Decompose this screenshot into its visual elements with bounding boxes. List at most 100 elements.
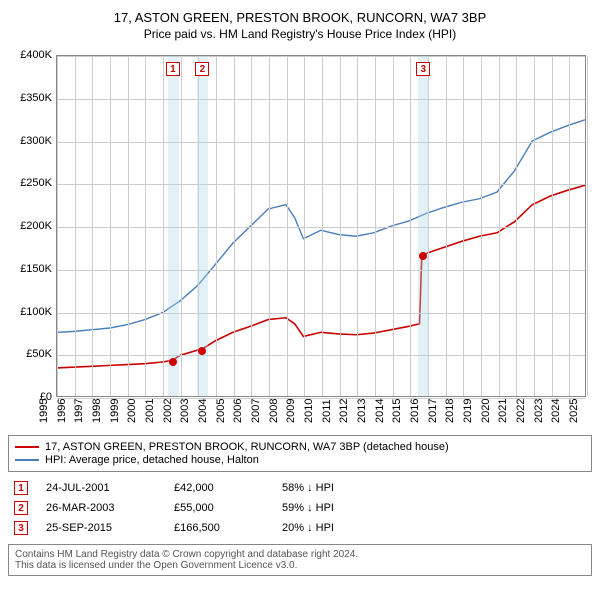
x-axis-label: 2016 xyxy=(409,399,421,423)
x-axis-label: 1998 xyxy=(91,399,103,423)
gridline-v xyxy=(163,56,164,396)
gridline-v xyxy=(534,56,535,396)
sale-date: 26-MAR-2003 xyxy=(46,502,156,514)
y-axis-label: £200K xyxy=(8,220,52,232)
gridline-v xyxy=(304,56,305,396)
y-axis-label: £150K xyxy=(8,263,52,275)
x-axis-label: 2010 xyxy=(303,399,315,423)
gridline-v xyxy=(552,56,553,396)
gridline-v xyxy=(393,56,394,396)
plot-area: 123 xyxy=(56,55,586,397)
attribution-footer: Contains HM Land Registry data © Crown c… xyxy=(8,544,592,576)
sale-marker-box: 1 xyxy=(166,62,180,76)
x-axis-label: 2020 xyxy=(479,399,491,423)
gridline-v xyxy=(340,56,341,396)
gridline-h xyxy=(57,270,585,271)
gridline-v xyxy=(181,56,182,396)
highlight-band xyxy=(168,56,179,396)
sale-diff: 20% ↓ HPI xyxy=(282,522,382,534)
gridline-v xyxy=(269,56,270,396)
gridline-v xyxy=(57,56,58,396)
chart-legend: 17, ASTON GREEN, PRESTON BROOK, RUNCORN,… xyxy=(8,435,592,472)
sales-row: 325-SEP-2015£166,50020% ↓ HPI xyxy=(8,518,592,538)
page-subtitle: Price paid vs. HM Land Registry's House … xyxy=(8,27,592,41)
x-axis-label: 2003 xyxy=(179,399,191,423)
sale-marker-dot xyxy=(198,347,206,355)
x-axis-label: 1995 xyxy=(38,399,50,423)
x-axis-label: 2011 xyxy=(321,399,333,423)
legend-row: 17, ASTON GREEN, PRESTON BROOK, RUNCORN,… xyxy=(15,441,585,453)
x-axis-label: 2021 xyxy=(497,399,509,423)
gridline-v xyxy=(357,56,358,396)
sales-row: 226-MAR-2003£55,00059% ↓ HPI xyxy=(8,498,592,518)
sale-marker-dot xyxy=(169,358,177,366)
x-axis-label: 2007 xyxy=(250,399,262,423)
x-axis-label: 2015 xyxy=(391,399,403,423)
sale-price: £55,000 xyxy=(174,502,264,514)
gridline-h xyxy=(57,355,585,356)
y-axis-label: £250K xyxy=(8,177,52,189)
x-axis-label: 2023 xyxy=(532,399,544,423)
gridline-v xyxy=(375,56,376,396)
x-axis-label: 2017 xyxy=(426,399,438,423)
sale-marker-box: 1 xyxy=(14,481,28,495)
sales-row: 124-JUL-2001£42,00058% ↓ HPI xyxy=(8,478,592,498)
sale-marker-dot xyxy=(419,252,427,260)
x-axis-label: 2001 xyxy=(144,399,156,423)
gridline-v xyxy=(446,56,447,396)
gridline-v xyxy=(481,56,482,396)
x-axis-label: 2005 xyxy=(214,399,226,423)
gridline-h xyxy=(57,313,585,314)
x-axis-label: 2012 xyxy=(338,399,350,423)
series-hpi xyxy=(57,120,585,333)
x-axis-label: 2002 xyxy=(161,399,173,423)
x-axis-label: 2009 xyxy=(285,399,297,423)
footer-line-2: This data is licensed under the Open Gov… xyxy=(15,560,585,571)
x-axis-label: 2014 xyxy=(373,399,385,423)
footer-line-1: Contains HM Land Registry data © Crown c… xyxy=(15,549,585,560)
x-axis-label: 2022 xyxy=(515,399,527,423)
legend-swatch xyxy=(15,459,39,461)
x-axis-label: 2008 xyxy=(267,399,279,423)
gridline-h xyxy=(57,184,585,185)
x-axis-label: 2024 xyxy=(550,399,562,423)
sale-marker-box: 3 xyxy=(14,521,28,535)
gridline-h xyxy=(57,142,585,143)
legend-swatch xyxy=(15,446,39,448)
price-chart: 123 £0£50K£100K£150K£200K£250K£300K£350K… xyxy=(8,49,592,429)
gridline-v xyxy=(234,56,235,396)
x-axis-label: 1996 xyxy=(55,399,67,423)
gridline-v xyxy=(145,56,146,396)
sale-date: 24-JUL-2001 xyxy=(46,482,156,494)
gridline-v xyxy=(251,56,252,396)
gridline-v xyxy=(322,56,323,396)
x-axis-label: 2004 xyxy=(197,399,209,423)
gridline-v xyxy=(216,56,217,396)
sales-table: 124-JUL-2001£42,00058% ↓ HPI226-MAR-2003… xyxy=(8,478,592,538)
gridline-v xyxy=(128,56,129,396)
y-axis-label: £50K xyxy=(8,348,52,360)
x-axis-label: 2018 xyxy=(444,399,456,423)
gridline-v xyxy=(92,56,93,396)
gridline-h xyxy=(57,227,585,228)
y-axis-label: £400K xyxy=(8,49,52,61)
x-axis-label: 2025 xyxy=(568,399,580,423)
x-axis-label: 2006 xyxy=(232,399,244,423)
gridline-v xyxy=(516,56,517,396)
gridline-v xyxy=(499,56,500,396)
sale-diff: 58% ↓ HPI xyxy=(282,482,382,494)
y-axis-label: £350K xyxy=(8,92,52,104)
gridline-v xyxy=(75,56,76,396)
gridline-h xyxy=(57,99,585,100)
gridline-v xyxy=(410,56,411,396)
x-axis-label: 1997 xyxy=(73,399,85,423)
x-axis-label: 2000 xyxy=(126,399,138,423)
page-title: 17, ASTON GREEN, PRESTON BROOK, RUNCORN,… xyxy=(8,10,592,25)
gridline-v xyxy=(287,56,288,396)
y-axis-label: £300K xyxy=(8,135,52,147)
sale-price: £166,500 xyxy=(174,522,264,534)
gridline-h xyxy=(57,56,585,57)
x-axis-label: 2019 xyxy=(462,399,474,423)
sale-marker-box: 2 xyxy=(14,501,28,515)
y-axis-label: £100K xyxy=(8,306,52,318)
